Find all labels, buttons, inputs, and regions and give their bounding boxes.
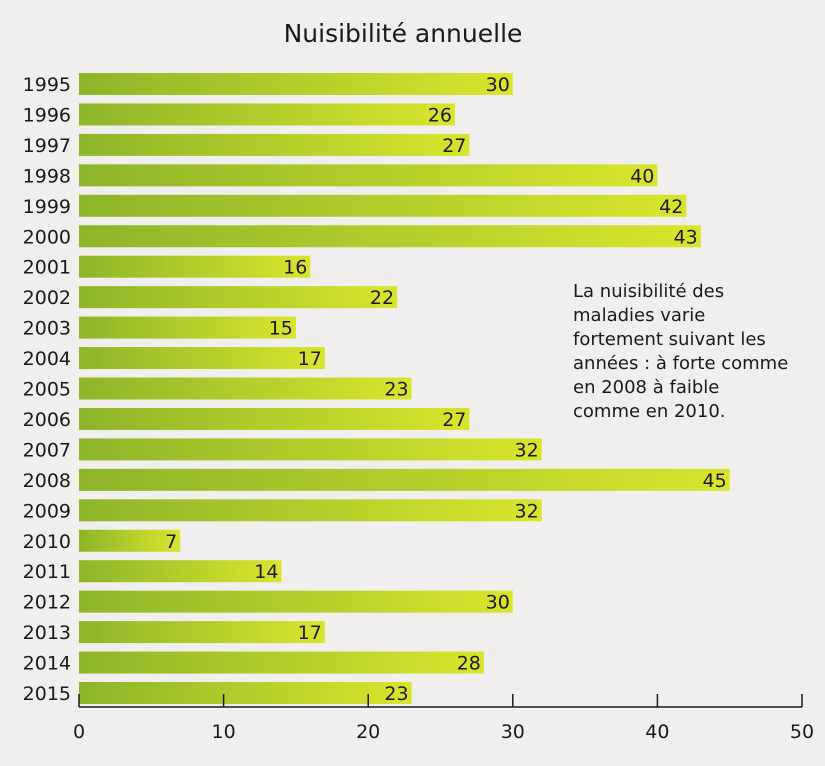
bar-value-label: 32 (515, 500, 539, 522)
bar (79, 194, 687, 217)
category-label: 2003 (23, 318, 71, 340)
bars-group: 1995 30 1996 26 1997 27 1998 40 1999 42 2000 43 2001… (23, 73, 730, 705)
bar-value-label: 42 (659, 196, 683, 218)
category-label: 2012 (23, 592, 71, 614)
category-label: 2015 (23, 683, 71, 705)
category-label: 1998 (23, 165, 71, 187)
chart-annotation: La nuisibilité des maladies varie fortemen… (573, 281, 788, 422)
bar-value-label: 43 (674, 226, 698, 248)
category-label: 1999 (23, 196, 71, 218)
category-label: 2014 (23, 653, 71, 675)
annotation-line: années : à forte comme (573, 353, 788, 374)
annotation-line: maladies varie (573, 305, 705, 326)
bar-value-label: 27 (442, 135, 466, 157)
bar (79, 347, 325, 370)
category-label: 2005 (23, 379, 71, 401)
category-label: 2009 (23, 500, 71, 522)
bar (79, 590, 513, 613)
bar (79, 621, 325, 644)
category-label: 2010 (23, 531, 71, 553)
bar (79, 225, 701, 248)
annotation-line: La nuisibilité des (573, 281, 724, 302)
x-tick-label: 40 (645, 721, 669, 743)
category-label: 1997 (23, 135, 71, 157)
x-tick-label: 10 (212, 721, 236, 743)
bar (79, 438, 542, 461)
bar (79, 103, 455, 126)
bar-value-label: 45 (703, 470, 727, 492)
bar (79, 682, 412, 704)
category-label: 2011 (23, 561, 71, 583)
bar-value-label: 22 (370, 287, 394, 309)
chart-title: Nuisibilité annuelle (284, 19, 523, 48)
category-label: 2001 (23, 257, 71, 279)
category-label: 2013 (23, 622, 71, 644)
bar (79, 529, 181, 552)
annotation-line: fortement suivant les (573, 329, 766, 350)
category-label: 2008 (23, 470, 71, 492)
x-tick-label: 30 (501, 721, 525, 743)
bar-value-label: 15 (269, 318, 293, 340)
x-axis: 0 10 20 30 40 50 (73, 694, 814, 743)
bar (79, 377, 412, 400)
category-label: 2004 (23, 348, 71, 370)
bar-value-label: 40 (630, 165, 654, 187)
bar-value-label: 16 (283, 257, 307, 279)
bar (79, 316, 296, 339)
bar (79, 133, 470, 156)
bar-value-label: 17 (298, 348, 322, 370)
bar (79, 407, 470, 430)
bar-value-label: 32 (515, 439, 539, 461)
bar (79, 651, 484, 674)
category-label: 2002 (23, 287, 71, 309)
x-tick-label: 50 (790, 721, 814, 743)
bar-value-label: 30 (486, 592, 510, 614)
bar-value-label: 7 (165, 531, 177, 553)
bar (79, 164, 658, 187)
bar (79, 286, 398, 309)
bar (79, 73, 513, 95)
bar (79, 499, 542, 522)
annotation-line: comme en 2010. (573, 401, 726, 422)
annotation-line: en 2008 à faible (573, 377, 719, 398)
category-label: 1995 (23, 74, 71, 96)
category-label: 2000 (23, 226, 71, 248)
bar-value-label: 27 (442, 409, 466, 431)
category-label: 2006 (23, 409, 71, 431)
x-tick-label: 20 (356, 721, 380, 743)
bar-value-label: 23 (384, 379, 408, 401)
bar (79, 255, 311, 278)
bar-value-label: 30 (486, 74, 510, 96)
bar (79, 468, 730, 491)
category-label: 1996 (23, 104, 71, 126)
bar (79, 560, 282, 583)
bar-value-label: 14 (254, 561, 278, 583)
x-tick-label: 0 (73, 721, 85, 743)
bar-value-label: 17 (298, 622, 322, 644)
category-label: 2007 (23, 439, 71, 461)
bar-value-label: 26 (428, 104, 452, 126)
bar-value-label: 23 (384, 683, 408, 705)
bar-value-label: 28 (457, 653, 481, 675)
